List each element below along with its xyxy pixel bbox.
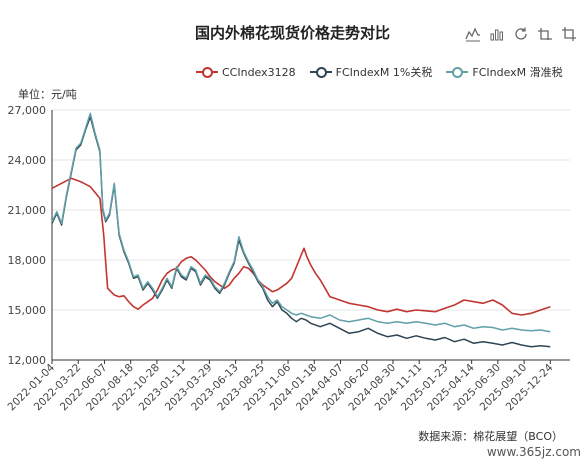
- y-axis-unit-label: 单位：元/吨: [18, 88, 77, 101]
- chart-title: 国内外棉花现货价格走势对比: [194, 24, 390, 42]
- legend-marker-icon: [196, 67, 218, 78]
- legend-marker-icon: [309, 67, 332, 78]
- chart-toolbar: [465, 26, 577, 42]
- data-source-label: 数据来源：棉花展望（BCO）: [418, 430, 563, 443]
- series-line-0[interactable]: [51, 177, 551, 316]
- legend-marker-icon: [446, 67, 469, 78]
- y-tick-label: 21,000: [8, 204, 47, 217]
- legend-label: CCIndex3128: [222, 65, 296, 79]
- restore-icon[interactable]: [513, 26, 529, 42]
- legend-label: FCIndexM 1%关税: [335, 66, 433, 79]
- y-tick-label: 15,000: [8, 304, 47, 317]
- y-tick-label: 27,000: [8, 104, 47, 117]
- series-line-1[interactable]: [51, 115, 551, 348]
- chart-legend: CCIndex3128 FCIndexM 1%关税 FCIndexM 滑准税: [196, 64, 563, 80]
- series-line-2[interactable]: [51, 112, 551, 333]
- data-view-icon[interactable]: [537, 26, 553, 42]
- y-tick-label: 12,000: [8, 354, 47, 367]
- site-watermark: www.365jz.com: [486, 445, 581, 459]
- legend-item-fcindex-1pct[interactable]: FCIndexM 1%关税: [309, 64, 433, 80]
- legend-item-ccindex[interactable]: CCIndex3128: [196, 66, 296, 79]
- legend-item-fcindex-sliding[interactable]: FCIndexM 滑准税: [446, 64, 563, 80]
- y-tick-label: 18,000: [8, 254, 47, 267]
- line-chart-icon[interactable]: [465, 26, 481, 42]
- y-tick-label: 24,000: [8, 154, 47, 167]
- bar-chart-icon[interactable]: [489, 26, 505, 42]
- save-image-icon[interactable]: [561, 26, 577, 42]
- legend-label: FCIndexM 滑准税: [472, 66, 563, 79]
